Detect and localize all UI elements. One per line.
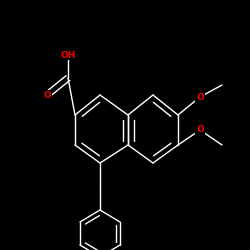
Text: O: O xyxy=(196,126,204,134)
Text: O: O xyxy=(43,90,51,100)
Text: OH: OH xyxy=(60,50,76,59)
Text: O: O xyxy=(196,92,204,102)
